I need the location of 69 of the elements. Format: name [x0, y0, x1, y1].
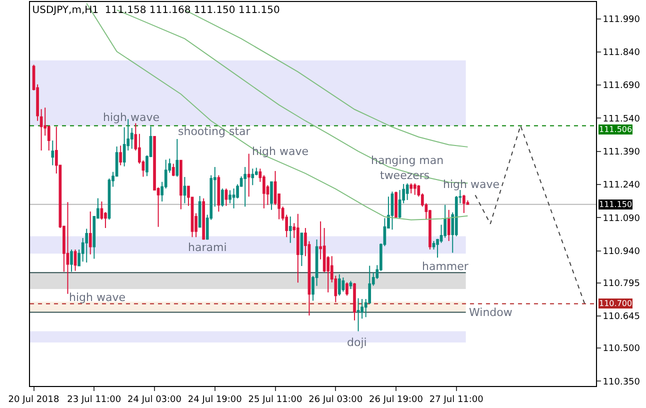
x-tick-label: 26 Jul 19:00 — [369, 394, 424, 405]
candlestick — [172, 163, 175, 177]
x-tick-label: 20 Jul 2018 — [8, 394, 60, 405]
candlestick — [183, 176, 186, 204]
y-tick-label: 111.090 — [602, 214, 640, 224]
candlestick — [85, 228, 88, 263]
candlestick — [406, 182, 409, 200]
annotation: doji — [347, 336, 367, 349]
y-tick-label: 110.500 — [602, 344, 640, 354]
candlestick — [270, 181, 273, 210]
x-tick-label: 27 Jul 11:00 — [429, 394, 484, 405]
candlestick — [296, 213, 300, 284]
candlestick — [300, 232, 304, 267]
y-tick-label: 110.645 — [602, 312, 640, 322]
candlestick — [198, 195, 202, 228]
chart-title: USDJPY,m,H1 111.158 111.168 111.150 111.150 — [32, 5, 280, 16]
candlestick — [390, 191, 394, 230]
candlestick — [88, 210, 92, 255]
annotation: high wave — [103, 111, 160, 124]
ref-line-label: 110.700 — [599, 299, 632, 308]
candlestick — [40, 108, 43, 151]
candlestick — [180, 160, 182, 210]
candlestick — [394, 191, 398, 219]
candlestick — [288, 216, 292, 244]
annotation: high wave — [69, 291, 126, 304]
x-tick-label: 23 Jul 11:00 — [67, 394, 122, 405]
candlestick — [66, 202, 70, 294]
annotation: harami — [188, 241, 227, 254]
candlestick — [353, 282, 356, 321]
candlestick — [217, 174, 220, 212]
candlestick — [251, 168, 254, 186]
candlestick — [462, 194, 466, 214]
y-tick-label: 111.540 — [602, 114, 640, 124]
annotation: Window — [469, 306, 512, 319]
candlestick — [342, 277, 345, 292]
x-tick-label: 25 Jul 11:00 — [248, 394, 303, 405]
x-tick-label: 26 Jul 03:00 — [308, 394, 363, 405]
y-tick-label: 111.840 — [602, 48, 640, 58]
candlestick — [447, 209, 450, 242]
candlestick — [413, 182, 416, 196]
annotation: shooting star — [178, 125, 251, 138]
candlestick — [119, 145, 122, 166]
candlestick — [410, 182, 413, 194]
candlestick — [349, 280, 352, 290]
candlestick — [70, 248, 73, 272]
candlestick — [202, 198, 205, 240]
annotation: hammer — [422, 260, 469, 273]
y-tick-label: 111.240 — [602, 180, 640, 191]
ref-line-label: 111.150 — [599, 200, 632, 209]
ref-line-label: 111.506 — [599, 125, 632, 134]
y-tick-label: 111.990 — [602, 14, 640, 25]
candlestick — [74, 248, 77, 272]
candlestick — [221, 188, 224, 208]
candlestick — [232, 188, 236, 209]
y-tick-label: 110.940 — [602, 246, 640, 257]
y-tick-label: 110.350 — [602, 377, 640, 388]
candlestick — [356, 298, 360, 332]
candlestick — [244, 166, 246, 208]
y-tick-label: 111.690 — [602, 81, 640, 92]
x-tick-label: 24 Jul 03:00 — [128, 394, 182, 405]
x-tick-label: 24 Jul 19:00 — [188, 394, 242, 405]
candlestick — [247, 153, 250, 198]
y-tick-label: 110.795 — [602, 278, 640, 289]
candlestick — [176, 138, 179, 178]
y-tick-label: 111.390 — [602, 148, 640, 158]
candlestick — [51, 140, 54, 166]
candlestick — [224, 188, 228, 206]
candlestick — [338, 274, 341, 296]
candlestick — [346, 282, 348, 296]
